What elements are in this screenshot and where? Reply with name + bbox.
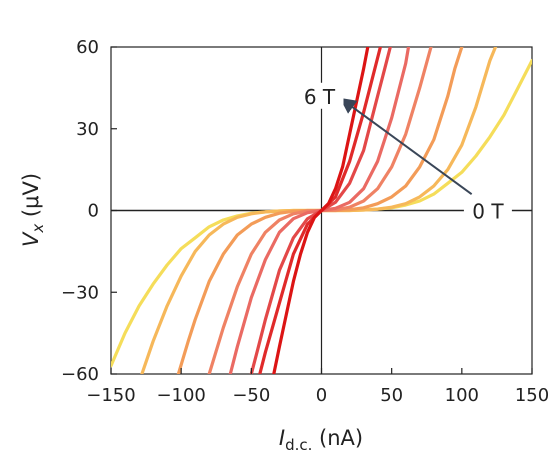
y-tick-label: −30 bbox=[61, 282, 99, 303]
annotations: 6 T 0 T bbox=[297, 82, 512, 224]
y-tick-label: 0 bbox=[88, 201, 99, 222]
y-axis-title: Vx (μV) bbox=[19, 173, 47, 247]
x-tick-label: 150 bbox=[515, 385, 549, 406]
label-0t-background bbox=[463, 198, 512, 223]
y-tick-label: 60 bbox=[76, 37, 99, 58]
label-6t-background bbox=[297, 82, 344, 109]
x-axis-title: Id.c. (nA) bbox=[279, 426, 363, 454]
y-tick-label: −60 bbox=[61, 364, 99, 385]
x-tick-label: 0 bbox=[316, 385, 327, 406]
x-tick-label: −50 bbox=[232, 385, 270, 406]
y-tick-label: 30 bbox=[76, 119, 99, 140]
x-tick-label: −150 bbox=[86, 385, 135, 406]
label-0t: 0 T bbox=[472, 200, 504, 224]
x-axis-ticks: −150 −100 −50 0 50 100 150 bbox=[86, 368, 549, 406]
x-tick-label: 100 bbox=[445, 385, 479, 406]
y-axis-ticks: −60 −30 0 30 60 bbox=[61, 37, 117, 385]
label-6t: 6 T bbox=[304, 85, 336, 109]
field-arrow bbox=[339, 97, 473, 195]
x-tick-label: −100 bbox=[156, 385, 205, 406]
x-tick-label: 50 bbox=[380, 385, 403, 406]
